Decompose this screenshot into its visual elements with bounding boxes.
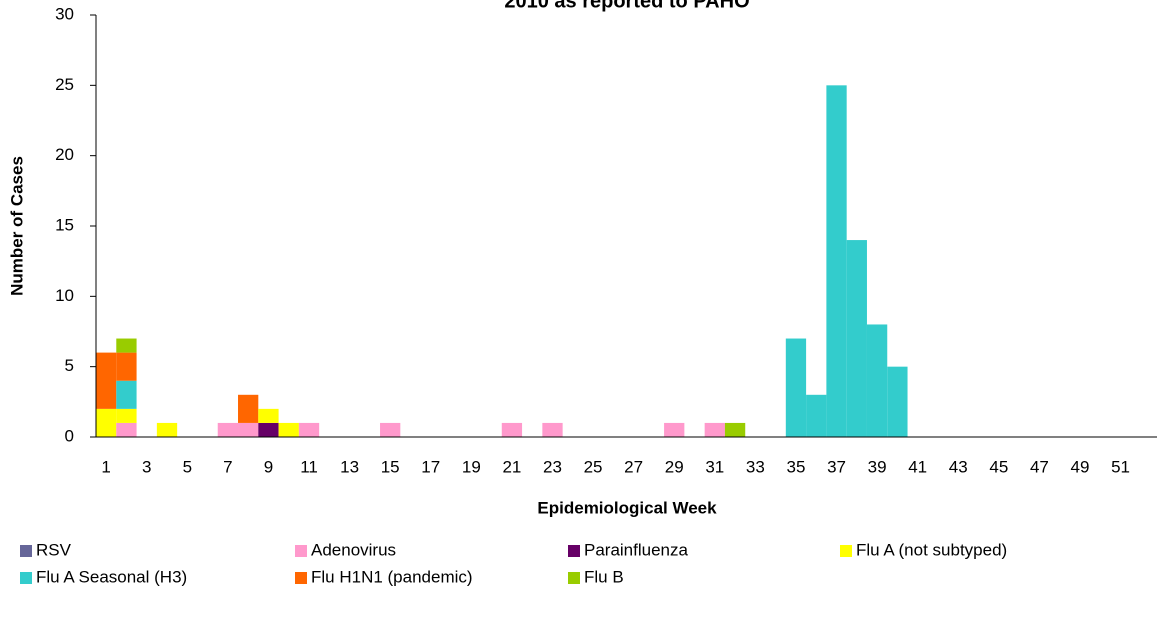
y-tick-label: 20	[55, 145, 74, 164]
bar-segment	[96, 352, 117, 409]
x-tick-label: 25	[584, 457, 603, 476]
y-tick-label: 5	[65, 356, 74, 375]
bar-segment	[846, 240, 867, 437]
y-axis-label: Number of Cases	[7, 156, 26, 296]
bar-segment	[380, 422, 401, 437]
x-tick-label: 11	[300, 457, 318, 476]
x-tick-label: 33	[746, 457, 765, 476]
x-tick-label: 51	[1111, 457, 1130, 476]
legend-label: Parainfluenza	[584, 540, 689, 559]
x-tick-label: 31	[705, 457, 724, 476]
x-tick-label: 39	[868, 457, 887, 476]
x-tick-label: 45	[989, 457, 1008, 476]
legend-label: Flu B	[584, 567, 624, 586]
x-tick-label: 15	[381, 457, 400, 476]
legend-swatch	[295, 545, 307, 557]
bar-segment	[298, 422, 320, 437]
x-tick-label: 23	[543, 457, 562, 476]
bar-segment	[238, 394, 259, 423]
bar-segment	[542, 422, 563, 437]
x-tick-label: 5	[183, 457, 192, 476]
x-tick-label: 19	[462, 457, 481, 476]
y-tick-label: 15	[55, 215, 74, 234]
x-tick-label: 1	[101, 457, 110, 476]
bar-segment	[887, 366, 908, 437]
bar-segment	[116, 338, 137, 353]
bar-segment	[116, 352, 137, 381]
legend-label: RSV	[36, 540, 72, 559]
bar-segment	[866, 324, 888, 437]
legend-swatch	[20, 545, 32, 557]
legend-swatch	[568, 572, 580, 584]
legend-label: Flu H1N1 (pandemic)	[311, 567, 473, 586]
legend-label: Flu A Seasonal (H3)	[36, 567, 187, 586]
bar-segment	[704, 422, 725, 437]
x-tick-label: 37	[827, 457, 846, 476]
legend-swatch	[840, 545, 852, 557]
bar-segment	[238, 422, 259, 437]
x-tick-label: 35	[786, 457, 805, 476]
x-tick-label: 17	[421, 457, 440, 476]
bar-segment	[664, 422, 685, 437]
bar-segment	[806, 394, 827, 437]
bar-segment	[826, 85, 847, 437]
x-axis-label: Epidemiological Week	[537, 498, 717, 517]
bar-segment	[501, 422, 523, 437]
x-tick-label: 27	[624, 457, 643, 476]
x-tick-label: 43	[949, 457, 968, 476]
y-tick-label: 25	[55, 75, 74, 94]
x-tick-label: 29	[665, 457, 684, 476]
y-tick-label: 10	[55, 286, 74, 305]
x-tick-label: 7	[223, 457, 232, 476]
bar-segment	[116, 422, 137, 437]
bar-segment	[258, 422, 279, 437]
x-tick-label: 3	[142, 457, 151, 476]
x-tick-label: 47	[1030, 457, 1049, 476]
bar-segment	[116, 380, 137, 409]
bar-segment	[258, 408, 279, 423]
legend-label: Flu A (not subtyped)	[856, 540, 1007, 559]
bar-segment	[96, 408, 117, 437]
bar-segment	[785, 338, 807, 437]
bar-segment	[217, 422, 239, 437]
legend-label: Adenovirus	[311, 540, 396, 559]
x-tick-label: 13	[340, 457, 359, 476]
chart-title: 2010 as reported to PAHO	[504, 0, 749, 12]
x-tick-label: 21	[502, 457, 521, 476]
legend-swatch	[568, 545, 580, 557]
legend-swatch	[20, 572, 32, 584]
x-tick-label: 9	[264, 457, 273, 476]
x-tick-label: 49	[1071, 457, 1090, 476]
legend-swatch	[295, 572, 307, 584]
y-tick-label: 0	[65, 426, 74, 445]
bar-segment	[724, 422, 746, 437]
bar-segment	[278, 422, 299, 437]
bar-segment	[116, 408, 137, 423]
y-tick-label: 30	[55, 4, 74, 23]
bar-segment	[156, 422, 178, 437]
x-tick-label: 41	[908, 457, 927, 476]
